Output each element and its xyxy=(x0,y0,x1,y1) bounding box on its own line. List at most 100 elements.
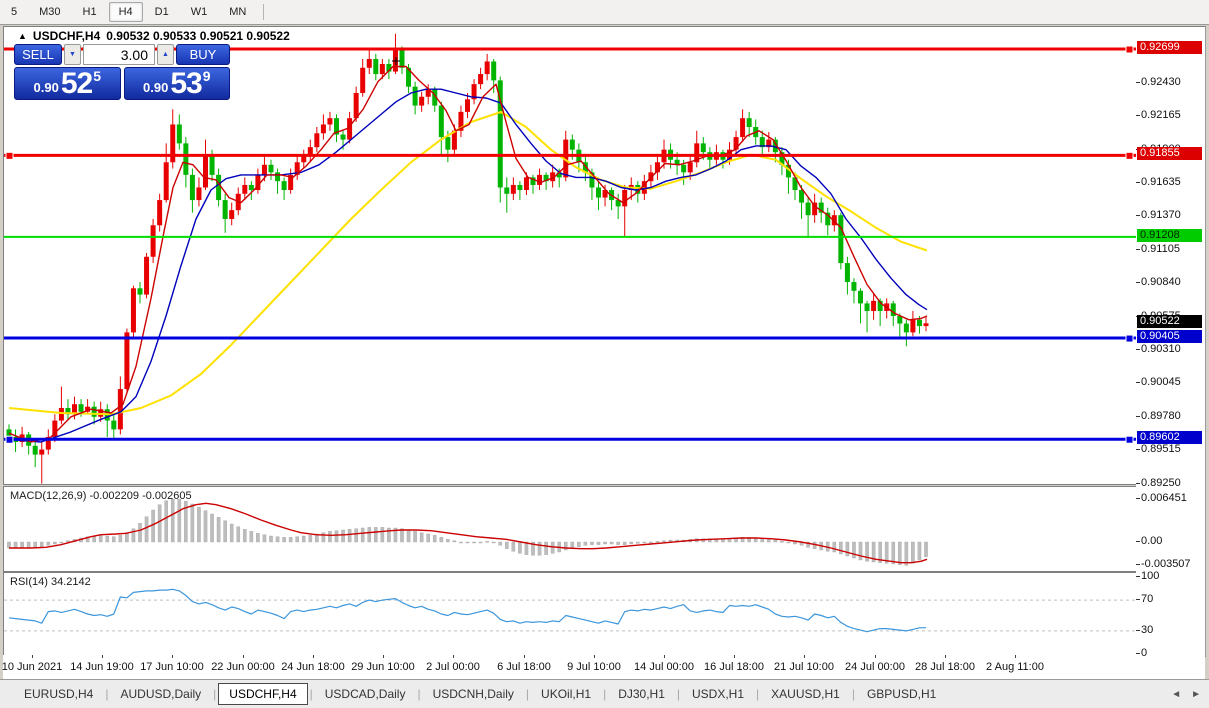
time-label: 14 Jun 19:00 xyxy=(70,661,134,673)
timeframe-button-w1[interactable]: W1 xyxy=(190,6,208,18)
chart-tab-ukoil-h1[interactable]: UKOil,H1 xyxy=(541,687,592,701)
ask-price-main: 53 xyxy=(170,67,202,100)
chart-tab-bar: EURUSD,H4 | AUDUSD,Daily | USDCHF,H4 | USDCAD,… xyxy=(0,679,1209,708)
axis-tick-mark xyxy=(1136,630,1140,631)
hline-handle-0.92699[interactable] xyxy=(1125,45,1134,54)
axis-tick-mark xyxy=(1136,282,1140,283)
axis-tick-mark xyxy=(1136,541,1140,542)
time-tick-mark xyxy=(945,655,946,658)
time-label: 2 Aug 11:00 xyxy=(986,661,1044,673)
axis-tick-0.90840: 0.90840 xyxy=(1141,276,1181,288)
axis-tick-mark xyxy=(1136,82,1140,83)
toolbar-separator xyxy=(263,4,265,20)
chart-tab-usdcad-daily[interactable]: USDCAD,Daily xyxy=(324,687,406,701)
price-badge-0.91208: 0.91208 xyxy=(1137,229,1202,242)
axis-tick-0.92430: 0.92430 xyxy=(1141,76,1181,88)
tab-scroll-right-icon[interactable]: ► xyxy=(1191,688,1201,700)
tab-scroll-left-icon[interactable]: ◄ xyxy=(1171,688,1182,700)
tab-separator: | xyxy=(105,687,109,701)
time-tick-mark xyxy=(524,655,525,658)
axis-tick-rsi-30: 30 xyxy=(1141,624,1154,636)
axis-tick-0.91635: 0.91635 xyxy=(1141,176,1181,188)
bid-price-pip: 5 xyxy=(93,68,101,84)
hline-handle-0.91855[interactable] xyxy=(5,151,14,160)
rsi-panel[interactable] xyxy=(3,572,1137,656)
axis-tick-0.89515: 0.89515 xyxy=(1141,443,1181,455)
bid-price-button[interactable]: 0.90 52 5 xyxy=(14,67,121,100)
axis-tick-0.92165: 0.92165 xyxy=(1141,109,1181,121)
chart-tab-usdx-h1[interactable]: USDX,H1 xyxy=(692,687,745,701)
tab-separator: | xyxy=(756,687,760,701)
axis-tick-0.90310: 0.90310 xyxy=(1141,343,1181,355)
chart-tab-dj30-h1[interactable]: DJ30,H1 xyxy=(618,687,665,701)
macd-label: MACD(12,26,9) -0.002209 -0.002605 xyxy=(10,490,192,502)
hline-handle-0.91855[interactable] xyxy=(1125,151,1134,160)
chart-tab-eurusd-h4[interactable]: EURUSD,H4 xyxy=(24,687,94,701)
ask-price-button[interactable]: 0.90 53 9 xyxy=(123,67,230,100)
axis-tick-0.91370: 0.91370 xyxy=(1141,209,1181,221)
chart-tab-usdchf-h4[interactable]: USDCHF,H4 xyxy=(218,683,308,705)
buy-button[interactable]: BUY xyxy=(176,44,230,65)
axis-tick-mark xyxy=(1136,449,1140,450)
sell-button[interactable]: SELL xyxy=(14,44,62,65)
axis-tick-0.90045: 0.90045 xyxy=(1141,376,1181,388)
hline-handle-0.89602[interactable] xyxy=(5,435,14,444)
timeframe-button-mn[interactable]: MN xyxy=(229,6,247,18)
time-label: 16 Jul 18:00 xyxy=(704,661,764,673)
time-tick-mark xyxy=(32,655,33,658)
axis-tick-mark xyxy=(1136,564,1140,565)
timeframe-button-d1[interactable]: D1 xyxy=(154,6,169,18)
timeframe-button-h1[interactable]: H1 xyxy=(82,6,97,18)
bid-price-prefix: 0.90 xyxy=(33,80,59,95)
rsi-label: RSI(14) 34.2142 xyxy=(10,576,91,588)
bid-price-main: 52 xyxy=(60,67,93,100)
axis-tick-mark xyxy=(1136,416,1140,417)
time-label: 24 Jun 18:00 xyxy=(281,661,345,673)
axis-tick-0.91105: 0.91105 xyxy=(1141,243,1180,255)
chart-tab-usdcnh-daily[interactable]: USDCNH,Daily xyxy=(432,687,514,701)
time-tick-mark xyxy=(453,655,454,658)
chart-tab-xauusd-h1[interactable]: XAUUSD,H1 xyxy=(771,687,840,701)
chart-tab-gbpusd-h1[interactable]: GBPUSD,H1 xyxy=(866,687,937,701)
tab-separator: | xyxy=(417,687,421,701)
time-label: 22 Jun 00:00 xyxy=(211,661,275,673)
hline-handle-0.89602[interactable] xyxy=(1125,435,1134,444)
price-badge-0.91855: 0.91855 xyxy=(1137,147,1202,160)
time-label: 9 Jul 10:00 xyxy=(567,661,621,673)
time-axis[interactable]: 10 Jun 2021 14 Jun 19:00 17 Jun 10:00 22 Ju… xyxy=(2,655,1205,679)
chart-tab-audusd-daily[interactable]: AUDUSD,Daily xyxy=(120,687,202,701)
time-tick-mark xyxy=(875,655,876,658)
one-click-collapse-icon[interactable]: ▲ xyxy=(18,31,27,41)
axis-tick-0.89780: 0.89780 xyxy=(1141,410,1181,422)
axis-tick-rsi-70: 70 xyxy=(1141,593,1154,605)
axis-tick-mark xyxy=(1136,349,1140,350)
chart-title: ▲ USDCHF,H4 0.90532 0.90533 0.90521 0.90… xyxy=(18,29,290,43)
time-tick-mark xyxy=(102,655,103,658)
timeframe-toolbar: 5 M30 H1 H4 D1 W1 MN xyxy=(0,0,1209,25)
macd-chart xyxy=(7,499,928,566)
crosshair-marker-icon xyxy=(392,57,400,65)
time-tick-mark xyxy=(172,655,173,658)
volume-increase-button[interactable]: ▲ xyxy=(157,44,174,65)
price-badge-0.90522: 0.90522 xyxy=(1137,315,1202,328)
axis-tick-mark xyxy=(1136,498,1140,499)
rsi-chart xyxy=(4,588,1136,633)
axis-tick-mark xyxy=(1136,382,1140,383)
timeframe-button-5[interactable]: 5 xyxy=(11,6,18,18)
volume-decrease-button[interactable]: ▼ xyxy=(64,44,81,65)
main-chart-panel[interactable] xyxy=(3,26,1137,485)
time-tick-mark xyxy=(383,655,384,658)
macd-panel[interactable] xyxy=(3,486,1137,572)
time-label: 29 Jun 10:00 xyxy=(351,661,415,673)
timeframe-button-h4[interactable]: H4 xyxy=(108,2,143,22)
time-tick-mark xyxy=(313,655,314,658)
ask-price-prefix: 0.90 xyxy=(143,80,169,95)
axis-tick-0.89250: 0.89250 xyxy=(1141,477,1181,489)
axis-tick-macd--0.003507: -0.003507 xyxy=(1141,558,1191,570)
volume-input[interactable] xyxy=(83,44,155,65)
hline-handle-0.90405[interactable] xyxy=(1125,334,1134,343)
timeframe-button-m30[interactable]: M30 xyxy=(39,6,61,18)
time-tick-mark xyxy=(664,655,665,658)
chart-quote-line: 0.90532 0.90533 0.90521 0.90522 xyxy=(106,29,290,43)
